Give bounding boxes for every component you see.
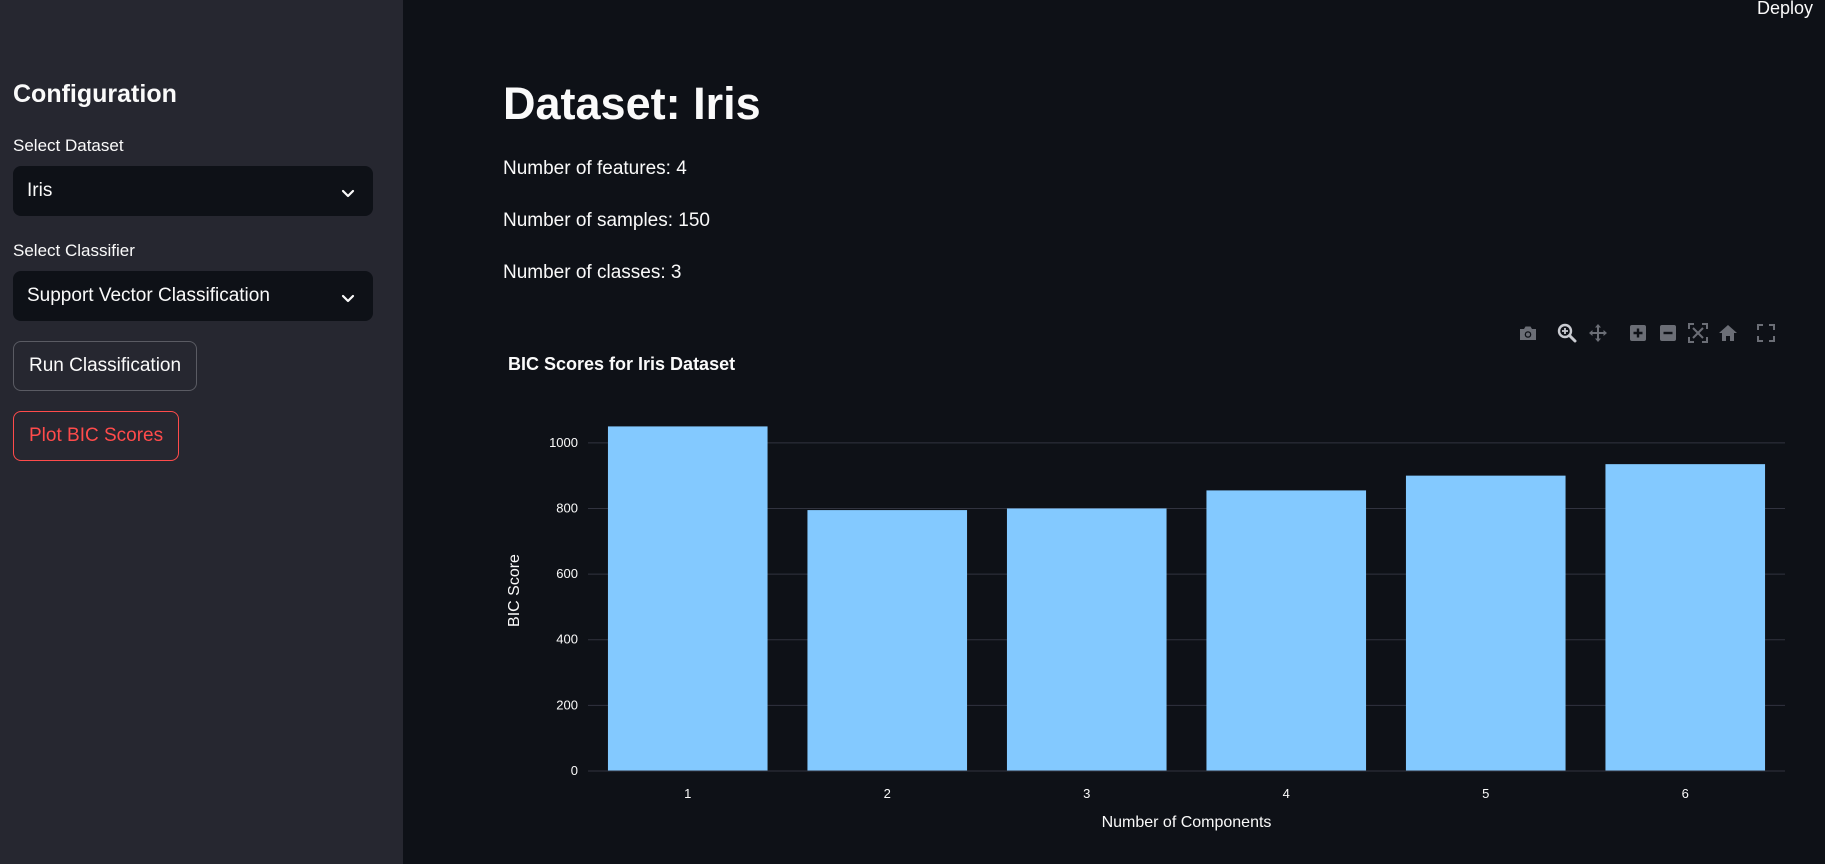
y-tick-label: 800: [556, 500, 578, 515]
dataset-label: Select Dataset: [13, 136, 124, 155]
bar[interactable]: [1006, 508, 1167, 771]
bar[interactable]: [1405, 475, 1566, 771]
bar[interactable]: [1605, 464, 1766, 771]
bar[interactable]: [1206, 490, 1367, 771]
classifier-select[interactable]: Support Vector Classification: [13, 271, 373, 321]
x-tick-label: 5: [1482, 786, 1489, 801]
bar[interactable]: [807, 510, 968, 771]
zoom-out-icon[interactable]: [1657, 322, 1679, 344]
bar[interactable]: [607, 426, 768, 771]
zoom-icon[interactable]: [1556, 322, 1578, 344]
zoom-in-icon[interactable]: [1627, 322, 1649, 344]
x-tick-label: 6: [1682, 786, 1689, 801]
classes-count: Number of classes: 3: [503, 262, 682, 283]
y-tick-label: 600: [556, 566, 578, 581]
classifier-select-value: Support Vector Classification: [27, 285, 270, 306]
home-icon[interactable]: [1717, 322, 1739, 344]
chevron-down-icon: [341, 183, 355, 205]
chart-modebar: [1517, 322, 1777, 344]
y-axis-title: BIC Score: [506, 554, 523, 627]
plot-bic-scores-button[interactable]: Plot BIC Scores: [13, 411, 180, 461]
classifier-label: Select Classifier: [13, 241, 135, 260]
chart-title: BIC Scores for Iris Dataset: [508, 354, 736, 374]
features-count: Number of features: 4: [503, 158, 687, 179]
x-axis-title: Number of Components: [1102, 814, 1272, 831]
x-tick-label: 2: [884, 786, 891, 801]
deploy-button[interactable]: Deploy: [1756, 0, 1813, 18]
run-classification-button[interactable]: Run Classification: [13, 341, 198, 391]
pan-icon[interactable]: [1587, 322, 1609, 344]
y-tick-label: 400: [556, 632, 578, 647]
samples-count: Number of samples: 150: [503, 210, 710, 231]
sidebar: Configuration Select Dataset Iris Select…: [0, 0, 403, 864]
autoscale-icon[interactable]: [1687, 322, 1709, 344]
y-tick-label: 200: [556, 697, 578, 712]
x-tick-label: 4: [1283, 786, 1290, 801]
y-tick-label: 0: [571, 763, 578, 778]
y-tick-label: 1000: [549, 435, 578, 450]
bic-bar-chart: 0 200 400 600 800 1000 1 2 3 4 5 6 Number of Compone…: [506, 426, 1785, 831]
chevron-down-icon: [341, 288, 355, 310]
dataset-select-value: Iris: [27, 180, 53, 201]
sidebar-title: Configuration: [13, 80, 177, 108]
x-tick-label: 3: [1083, 786, 1090, 801]
camera-icon[interactable]: [1517, 322, 1539, 344]
x-tick-label: 1: [684, 786, 691, 801]
dataset-select[interactable]: Iris: [13, 166, 373, 216]
page-title: Dataset: Iris: [503, 78, 761, 129]
fullscreen-icon[interactable]: [1755, 322, 1777, 344]
